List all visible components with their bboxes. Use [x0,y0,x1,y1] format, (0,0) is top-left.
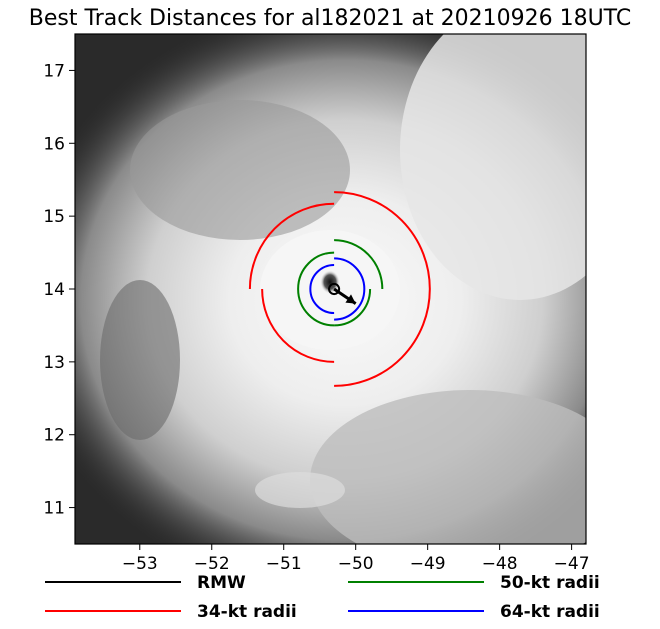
x-tick-label: −50 [338,554,374,574]
x-tick-label: −51 [266,554,302,574]
radii-layer [248,191,431,387]
legend-label: 34-kt radii [197,602,297,622]
radius-arc-50kt-sw [297,288,335,327]
x-tick-label: −52 [194,554,230,574]
radius-arc-34kt-sw [261,288,335,363]
radius-arc-34kt-ne [334,191,431,290]
radius-arc-64kt-sw [309,288,335,315]
legend: RMW 34-kt radii 50-kt radii 64-kt radii [45,573,600,622]
radius-arc-50kt-nw [297,251,335,290]
x-tick-label: −47 [554,554,590,574]
y-tick-label: 15 [43,207,65,227]
y-tick-label: 17 [43,61,65,81]
radius-arc-34kt-se [334,288,431,387]
chart-title: Best Track Distances for al182021 at 202… [29,6,631,31]
y-tick-label: 14 [43,280,65,300]
x-tick-label: −49 [410,554,446,574]
radius-arc-64kt-nw [309,263,335,290]
x-tick-label: −48 [482,554,518,574]
radius-arc-64kt-se [334,288,366,321]
y-tick-label: 16 [43,134,65,154]
radius-arc-34kt-nw [248,202,335,290]
axes-frame [74,33,587,545]
legend-label: 64-kt radii [500,602,600,622]
x-tick-label: −53 [122,554,158,574]
y-tick-label: 12 [43,426,65,446]
rmw-circle [328,282,341,296]
radius-arc-50kt-se [334,288,372,327]
motion-arrow-head [345,294,356,304]
axis-ticks: −53 −52 −51 −50 −49 −48 −47 11 12 13 14 15 16 17 [43,61,589,574]
legend-label: RMW [197,573,246,593]
legend-label: 50-kt radii [500,573,600,593]
y-tick-label: 13 [43,353,65,373]
satellite-image [75,34,586,544]
radius-arc-50kt-ne [334,239,384,290]
y-tick-label: 11 [43,499,65,519]
radius-arc-64kt-ne [334,257,366,290]
